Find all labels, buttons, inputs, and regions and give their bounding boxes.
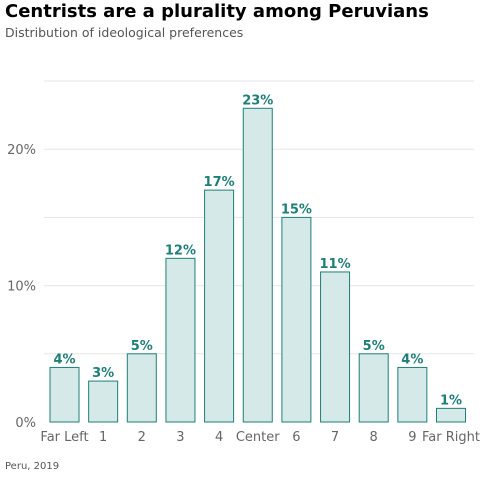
data-label: 5%	[363, 339, 385, 354]
x-tick-label: 8	[370, 430, 378, 445]
data-label: 15%	[281, 202, 312, 217]
x-tick-label: Center	[236, 430, 280, 445]
chart-caption: Peru, 2019	[5, 461, 60, 472]
bar	[204, 189, 235, 423]
x-tick-label: 2	[138, 430, 146, 445]
x-tick-label: Far Right	[422, 430, 480, 445]
x-tick-label: 7	[331, 430, 339, 445]
y-tick-label: 20%	[7, 143, 36, 158]
data-label: 4%	[53, 352, 75, 367]
x-axis-ticks: Far Left 1 2 3 4 Center 6 7 8 9 Far Right	[40, 430, 480, 445]
data-label: 17%	[204, 175, 235, 190]
bar	[320, 271, 351, 423]
bars	[49, 107, 466, 423]
bar	[397, 366, 428, 423]
data-label: 11%	[319, 257, 350, 272]
bar	[242, 107, 273, 423]
x-tick-label: 6	[292, 430, 300, 445]
x-tick-label: 3	[176, 430, 184, 445]
x-tick-label: 1	[99, 430, 107, 445]
data-label: 23%	[242, 93, 273, 108]
bar	[88, 380, 119, 423]
y-tick-label: 10%	[7, 280, 36, 295]
bar	[358, 353, 389, 423]
bar	[165, 257, 196, 423]
chart-title: Centrists are a plurality among Peruvian…	[5, 1, 429, 22]
bar	[126, 353, 157, 423]
bar	[436, 407, 466, 423]
bar	[49, 366, 80, 423]
data-label: 3%	[92, 366, 114, 381]
data-label: 1%	[440, 393, 462, 408]
chart-subtitle: Distribution of ideological preferences	[5, 25, 244, 40]
y-axis-ticks: 0% 10% 20%	[7, 143, 36, 431]
data-label: 12%	[165, 243, 196, 258]
x-tick-label: 4	[215, 430, 223, 445]
x-tick-label: 9	[408, 430, 416, 445]
data-label: 5%	[131, 339, 153, 354]
bar	[281, 216, 312, 423]
y-tick-label: 0%	[15, 416, 36, 431]
data-labels: 4% 3% 5% 12% 17% 23% 15% 11% 5% 4% 1%	[53, 93, 462, 408]
data-label: 4%	[401, 352, 423, 367]
x-tick-label: Far Left	[40, 430, 88, 445]
